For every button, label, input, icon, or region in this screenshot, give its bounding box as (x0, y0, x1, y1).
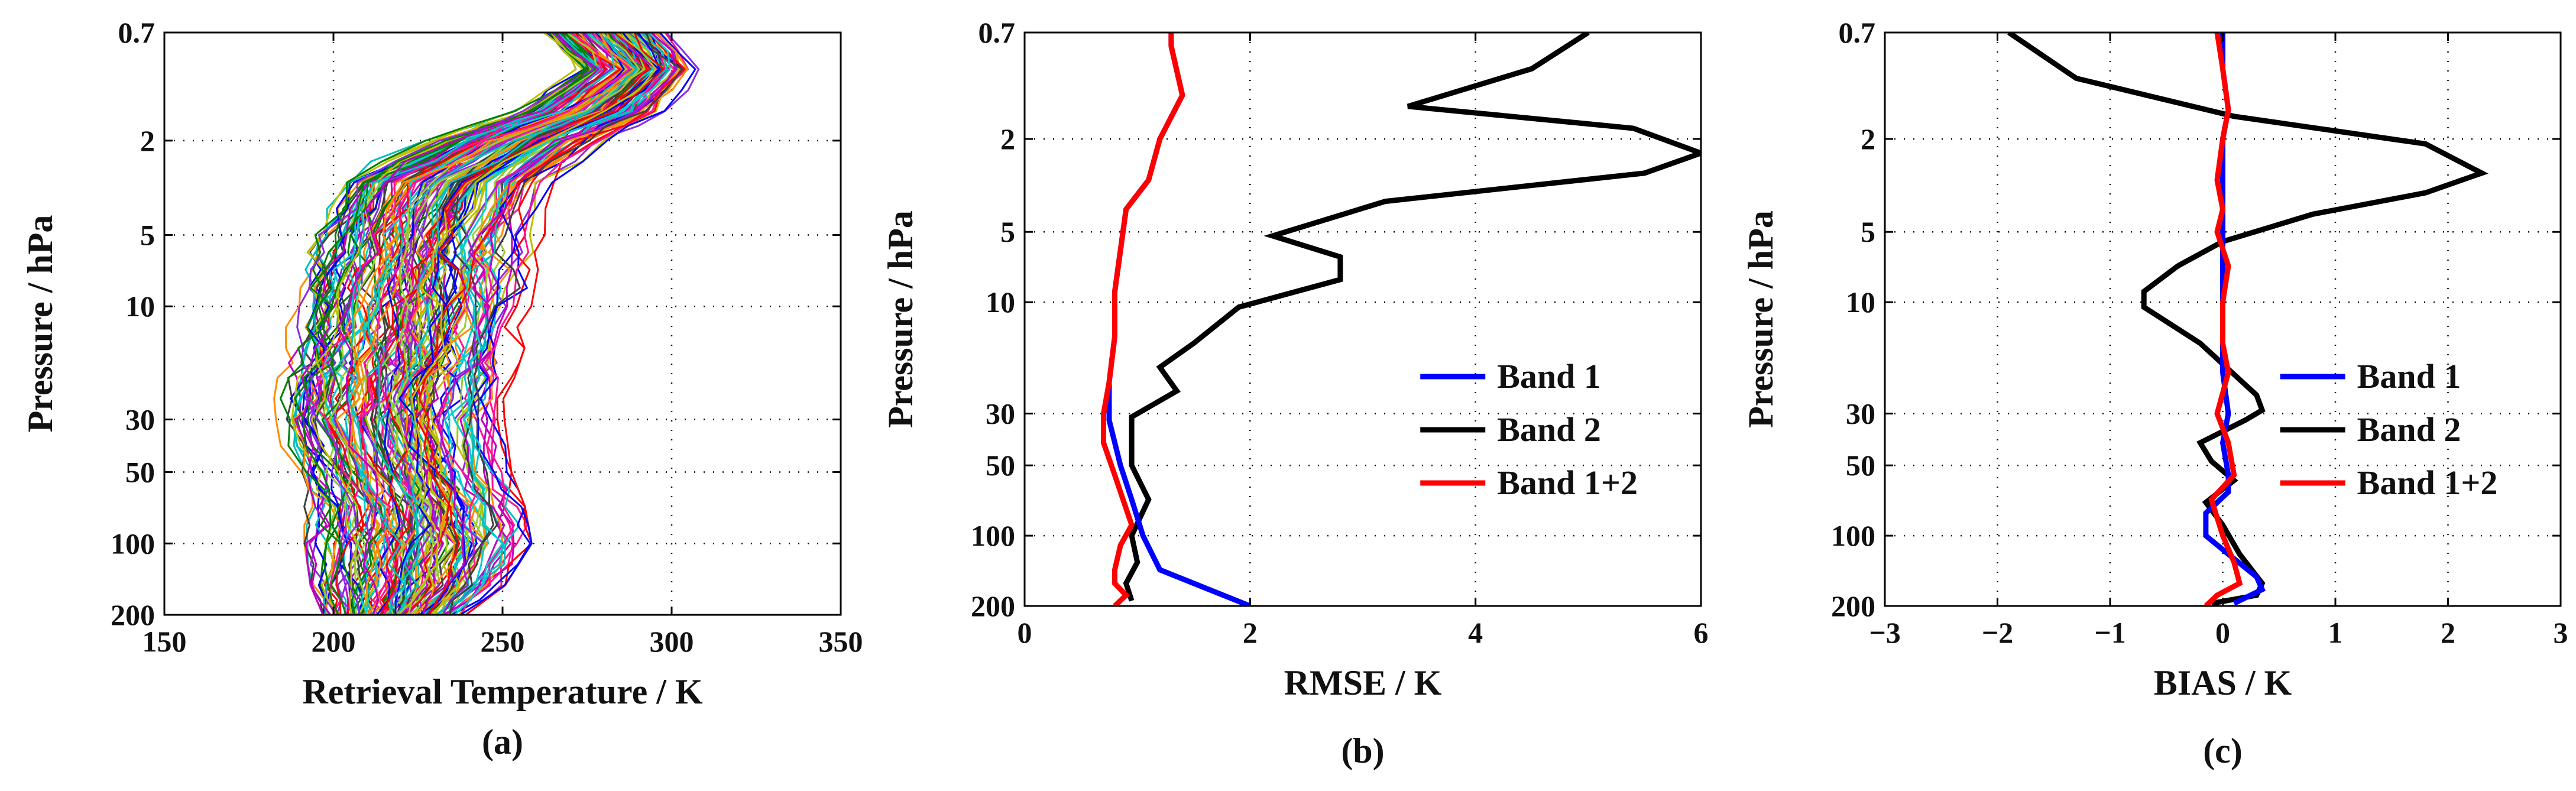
y-tick-label: 200 (971, 589, 1015, 623)
x-tick-label: 350 (819, 625, 863, 658)
x-tick-label: 4 (1468, 616, 1483, 649)
y-tick-label: 10 (1846, 286, 1875, 319)
profile-line (397, 33, 639, 615)
y-tick-label: 100 (971, 519, 1015, 552)
panel-b-y-axis-label: Pressure / hPa (881, 210, 920, 428)
panel-c-y-axis-label: Pressure / hPa (1741, 210, 1780, 428)
x-tick-label: −1 (2094, 616, 2126, 649)
profile-line (396, 33, 680, 615)
profile-line (414, 33, 688, 615)
profile-line (384, 33, 642, 615)
y-tick-label: 200 (111, 598, 155, 631)
y-tick-label: 10 (986, 286, 1015, 319)
x-tick-label: 2 (2441, 616, 2455, 649)
x-tick-label: 0 (2215, 616, 2230, 649)
profile-line (279, 33, 590, 615)
profile-line (338, 33, 601, 615)
profile-line (376, 33, 625, 615)
y-tick-label: 30 (986, 397, 1015, 430)
x-tick-label: −3 (1869, 616, 1901, 649)
profile-line (293, 33, 588, 615)
profile-line (294, 33, 597, 615)
y-tick-label: 30 (1846, 397, 1875, 430)
y-tick-label: 2 (1861, 122, 1875, 155)
legend-label: Band 1 (2357, 357, 2461, 396)
profile-line (335, 33, 635, 615)
panel-b-grid (1025, 33, 1701, 606)
y-tick-label: 0.7 (118, 16, 155, 49)
profile-line (403, 33, 686, 615)
x-tick-label: 150 (142, 625, 187, 658)
panel-a-y-axis-label: Pressure / hPa (21, 215, 60, 433)
y-tick-label: 50 (125, 456, 155, 489)
panel-c: −3 −2 −1 0 1 2 3 0.7 2 5 10 30 50 100 200 Band 1 Band 2… (1741, 16, 2568, 770)
x-tick-label: 3 (2554, 616, 2568, 649)
x-tick-label: −2 (1982, 616, 2014, 649)
panel-c-caption: (c) (2203, 731, 2243, 770)
profile-line (459, 33, 696, 615)
panel-c-series (2007, 33, 2488, 606)
profile-line (303, 33, 587, 615)
x-tick-label: 0 (1018, 616, 1032, 649)
legend-label: Band 1+2 (2357, 463, 2498, 502)
profile-line (449, 33, 683, 615)
profile-line (357, 33, 630, 615)
panel-b-caption: (b) (1341, 731, 1384, 770)
x-tick-label: 6 (1694, 616, 1709, 649)
profile-line (394, 33, 660, 615)
profile-line (336, 33, 600, 615)
x-tick-label: 300 (650, 625, 694, 658)
y-tick-label: 30 (125, 403, 155, 436)
legend-label: Band 1 (1497, 357, 1601, 396)
y-tick-label: 50 (986, 449, 1015, 482)
y-tick-label: 5 (1861, 215, 1875, 248)
profile-line (351, 33, 621, 615)
panel-a-series (273, 33, 700, 615)
series-line-band-1-2 (2204, 33, 2243, 606)
series-line-band-2 (1123, 33, 1701, 602)
y-tick-label: 0.7 (978, 16, 1016, 49)
panel-b-x-axis-label: RMSE / K (1284, 663, 1442, 702)
x-tick-label: 2 (1243, 616, 1258, 649)
y-tick-label: 100 (111, 527, 155, 560)
y-tick-label: 5 (140, 218, 155, 251)
series-line-band-2 (2007, 33, 2488, 606)
profile-line (379, 33, 648, 615)
y-tick-label: 2 (140, 124, 155, 157)
panel-a-caption: (a) (482, 722, 523, 761)
x-tick-label: 200 (312, 625, 356, 658)
panel-b-series (1101, 33, 1701, 606)
y-tick-label: 50 (1846, 449, 1875, 482)
x-tick-label: 1 (2328, 616, 2343, 649)
y-tick-label: 10 (125, 290, 155, 323)
panel-b-ticks: 0 2 4 6 0.7 2 5 10 30 50 100 200 (971, 16, 1709, 649)
y-tick-label: 100 (1831, 519, 1875, 552)
legend-label: Band 1+2 (1497, 463, 1638, 502)
profile-line (300, 33, 598, 615)
y-tick-label: 0.7 (1839, 16, 1876, 49)
panel-c-x-axis-label: BIAS / K (2154, 663, 2292, 702)
y-tick-label: 5 (1000, 215, 1015, 248)
panel-a-x-axis-label: Retrieval Temperature / K (302, 672, 702, 711)
profile-line (397, 33, 657, 615)
panel-b-legend: Band 1 Band 2 Band 1+2 (1420, 357, 1638, 502)
panel-c-legend: Band 1 Band 2 Band 1+2 (2280, 357, 2498, 502)
legend-label: Band 2 (1497, 410, 1601, 449)
legend-label: Band 2 (2357, 410, 2461, 449)
x-tick-label: 250 (481, 625, 525, 658)
panel-c-ticks: −3 −2 −1 0 1 2 3 0.7 2 5 10 30 50 100 200 (1831, 16, 2568, 649)
panel-b-frame (1023, 31, 1702, 607)
series-line-band-1-2 (1101, 33, 1185, 606)
profile-line (434, 33, 669, 615)
y-tick-label: 200 (1831, 589, 1875, 623)
y-tick-label: 2 (1000, 122, 1015, 155)
profile-line (422, 33, 676, 615)
